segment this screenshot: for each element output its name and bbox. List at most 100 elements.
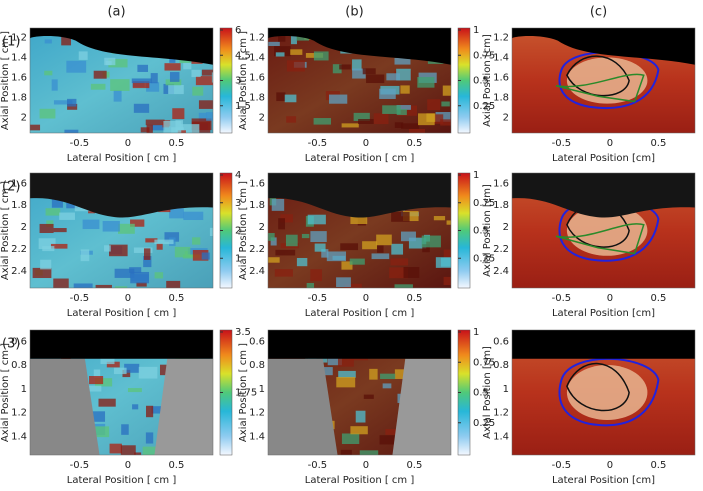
heatmap-patch	[422, 244, 430, 253]
heatmap-patch	[114, 286, 128, 288]
heatmap-patch	[169, 56, 176, 63]
heatmap-patch	[376, 234, 392, 246]
heatmap-patch	[93, 70, 107, 79]
heatmap-patch	[105, 61, 112, 66]
outline-black	[566, 55, 630, 97]
heatmap-patch	[290, 49, 303, 55]
colorbar-tick-label: 1.75	[235, 388, 257, 399]
heatmap-patch	[130, 271, 150, 284]
colorbar-tick-label: 6	[235, 25, 241, 36]
background	[512, 330, 695, 359]
heatmap-patch	[386, 73, 400, 81]
heatmap-patch	[389, 267, 408, 279]
x-tick-label: 0.5	[168, 138, 184, 149]
x-tick-label: 0.5	[650, 460, 666, 471]
heatmap-patch	[278, 218, 286, 230]
heatmap-patch	[321, 249, 329, 258]
heatmap-patch	[329, 94, 348, 104]
heatmap-patch	[271, 198, 285, 211]
heatmap-patch	[268, 257, 280, 263]
heatmap-patch	[435, 257, 451, 268]
heatmap-patch	[400, 85, 410, 94]
heatmap-patch	[133, 103, 150, 113]
x-tick-label: -0.5	[308, 460, 328, 471]
heatmap-patch	[136, 282, 147, 287]
colorbar-tick-label: 3	[235, 198, 241, 209]
x-tick-label: 0	[363, 293, 369, 304]
image	[512, 28, 695, 133]
heatmap-patch	[440, 119, 451, 126]
heatmap-patch	[391, 211, 410, 222]
heatmap-patch	[156, 243, 163, 250]
colorbar-tick-label: 0.75	[473, 50, 495, 61]
heatmap-patch	[397, 105, 418, 116]
background	[512, 28, 695, 65]
image	[268, 28, 451, 133]
heatmap-patch	[129, 267, 142, 273]
y-axis-label: Axial Position [cm]	[482, 346, 493, 439]
heatmap-patch	[169, 208, 184, 219]
heatmap-patch	[366, 74, 385, 84]
heatmap-patch	[53, 278, 69, 288]
heatmap-patch	[183, 211, 204, 221]
image	[268, 173, 451, 288]
x-tick-label: -0.5	[552, 460, 572, 471]
heatmap-patch	[143, 248, 151, 260]
x-tick-label: -0.5	[308, 138, 328, 149]
x-tick-label: -0.5	[552, 293, 572, 304]
heatmap-patch	[390, 258, 409, 266]
heatmap-patch	[314, 243, 326, 252]
column-label: (b)	[345, 5, 363, 20]
heatmap-patch	[32, 267, 52, 279]
colorbar-tick-label: 2	[235, 226, 241, 237]
heatmap-patch	[174, 246, 191, 258]
outline-black	[566, 362, 630, 412]
y-tick-label: 0.8	[249, 360, 265, 371]
outline-blue	[558, 357, 660, 427]
heatmap-patch	[109, 443, 122, 454]
heatmap-patch	[169, 72, 180, 82]
row-label: (2)	[2, 180, 20, 195]
y-tick-label: 1.4	[249, 52, 265, 63]
x-tick-label: 0.5	[168, 460, 184, 471]
x-tick-label: 0.5	[406, 293, 422, 304]
x-tick-label: 0	[607, 138, 613, 149]
frame	[511, 27, 696, 134]
y-axis-label: Axial Position [ cm ]	[238, 343, 249, 442]
background	[512, 173, 695, 218]
heatmap-patch	[396, 105, 411, 110]
heatmap-patch	[151, 125, 165, 131]
heatmap-patch	[310, 269, 323, 282]
heatmap-patch	[268, 233, 275, 241]
image	[30, 28, 213, 133]
y-tick-label: 1.2	[249, 32, 265, 43]
heatmap-patch	[146, 405, 154, 418]
heatmap-patch	[358, 119, 374, 124]
outline-green	[555, 223, 645, 255]
heatmap-patch	[53, 228, 67, 233]
heatmap-patch	[145, 119, 165, 126]
heatmap-patch	[46, 220, 54, 227]
heatmap-patch	[275, 52, 285, 57]
image	[268, 330, 451, 455]
heatmap-patch	[85, 385, 102, 392]
heatmap-patch	[163, 120, 182, 133]
heatmap-patch	[353, 112, 370, 121]
heatmap-patch	[408, 237, 427, 249]
heatmap-patch	[382, 383, 392, 389]
y-tick-label: 1.8	[493, 200, 509, 211]
heatmap-patch	[409, 129, 425, 133]
heatmap-patch	[192, 237, 201, 245]
heatmap-patch	[44, 70, 53, 76]
y-tick-label: 1.6	[249, 72, 265, 83]
y-tick-label: 1.4	[11, 431, 27, 442]
frame	[267, 172, 452, 289]
heatmap-patch	[93, 369, 101, 378]
y-tick-label: 2	[259, 222, 265, 233]
heatmap-patch	[95, 284, 112, 288]
heatmap-patch	[352, 68, 366, 79]
colorbar-tick-label: 1	[473, 327, 479, 338]
heatmap-patch	[344, 283, 362, 288]
heatmap-patch	[98, 398, 116, 407]
heatmap-patch	[201, 69, 213, 76]
